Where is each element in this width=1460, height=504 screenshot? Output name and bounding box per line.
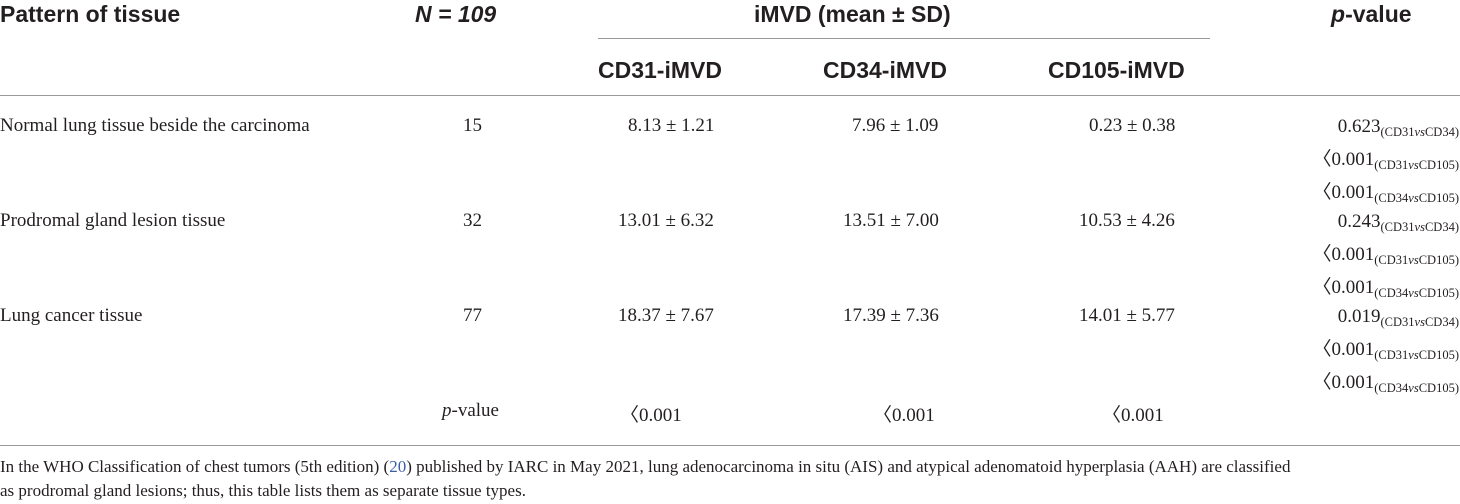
footnote-line-1: In the WHO Classification of chest tumor…	[0, 457, 1291, 476]
row-3-cd105: 14.01 ± 5.77	[1079, 305, 1175, 326]
row-1-cd105: 0.23 ± 0.38	[1089, 115, 1176, 136]
row-2-cd34: 13.51 ± 7.00	[843, 210, 939, 231]
pvalue-row-cd31: 〈0.001	[620, 405, 682, 426]
row-1-pvalues: 0.623(CD31vsCD34) 〈0.001(CD31vsCD105) 〈0…	[1313, 113, 1460, 212]
header-cd31: CD31-iMVD	[598, 57, 722, 83]
pvalue-line: 0.623(CD31vsCD34)	[1337, 116, 1459, 139]
row-2-pvalues: 0.243(CD31vsCD34) 〈0.001(CD31vsCD105) 〈0…	[1313, 208, 1460, 307]
header-n-text: N = 109	[415, 1, 497, 27]
pvalue-line: 〈0.001(CD31vsCD105)	[1312, 244, 1460, 267]
row-2-n: 32	[463, 210, 482, 231]
pvalue-line: 0.243(CD31vsCD34)	[1337, 211, 1459, 234]
pvalue-line: 〈0.001(CD34vsCD105)	[1312, 277, 1460, 300]
row-3-cd31: 18.37 ± 7.67	[618, 305, 714, 326]
pvalue-line: 〈0.001(CD31vsCD105)	[1312, 149, 1460, 172]
header-n: N = 109	[415, 1, 496, 28]
row-3-cd34: 17.39 ± 7.36	[843, 305, 939, 326]
row-2-cd105: 10.53 ± 4.26	[1079, 210, 1175, 231]
pvalue-row-cd34: 〈0.001	[873, 405, 935, 426]
row-3-tissue: Lung cancer tissue	[0, 305, 143, 326]
header-cd34: CD34-iMVD	[823, 57, 947, 83]
footnote-line-2: as prodromal gland lesions; thus, this t…	[0, 481, 526, 500]
header-imvd-group: iMVD (mean ± SD)	[754, 1, 951, 27]
pvalue-line: 〈0.001(CD34vsCD105)	[1312, 372, 1460, 395]
header-pvalue-p: p	[1331, 1, 1346, 27]
row-1-n: 15	[463, 115, 482, 136]
row-1-cd31: 8.13 ± 1.21	[628, 115, 715, 136]
header-group-rule	[598, 38, 1210, 39]
row-3-n: 77	[463, 305, 482, 326]
header-bottom-rule	[0, 95, 1460, 96]
header-cd105: CD105-iMVD	[1048, 57, 1185, 83]
pvalue-line: 0.019(CD31vsCD34)	[1337, 306, 1459, 329]
footnote-ref-link[interactable]: 20	[389, 457, 407, 476]
pvalue-line: 〈0.001(CD34vsCD105)	[1312, 182, 1460, 205]
row-2-tissue: Prodromal gland lesion tissue	[0, 210, 226, 231]
footnote: In the WHO Classification of chest tumor…	[0, 455, 1290, 503]
row-1-tissue: Normal lung tissue beside the carcinoma	[0, 115, 310, 136]
pvalue-line: 〈0.001(CD31vsCD105)	[1312, 339, 1460, 362]
header-pvalue: p-value	[1331, 1, 1412, 27]
row-1-cd34: 7.96 ± 1.09	[852, 115, 939, 136]
row-2-cd31: 13.01 ± 6.32	[618, 210, 714, 231]
pvalue-row-label: p-value	[442, 400, 499, 421]
table-bottom-rule	[0, 445, 1460, 446]
pvalue-row-cd105: 〈0.001	[1102, 405, 1164, 426]
row-3-pvalues: 0.019(CD31vsCD34) 〈0.001(CD31vsCD105) 〈0…	[1313, 303, 1460, 402]
header-pattern: Pattern of tissue	[0, 1, 181, 27]
